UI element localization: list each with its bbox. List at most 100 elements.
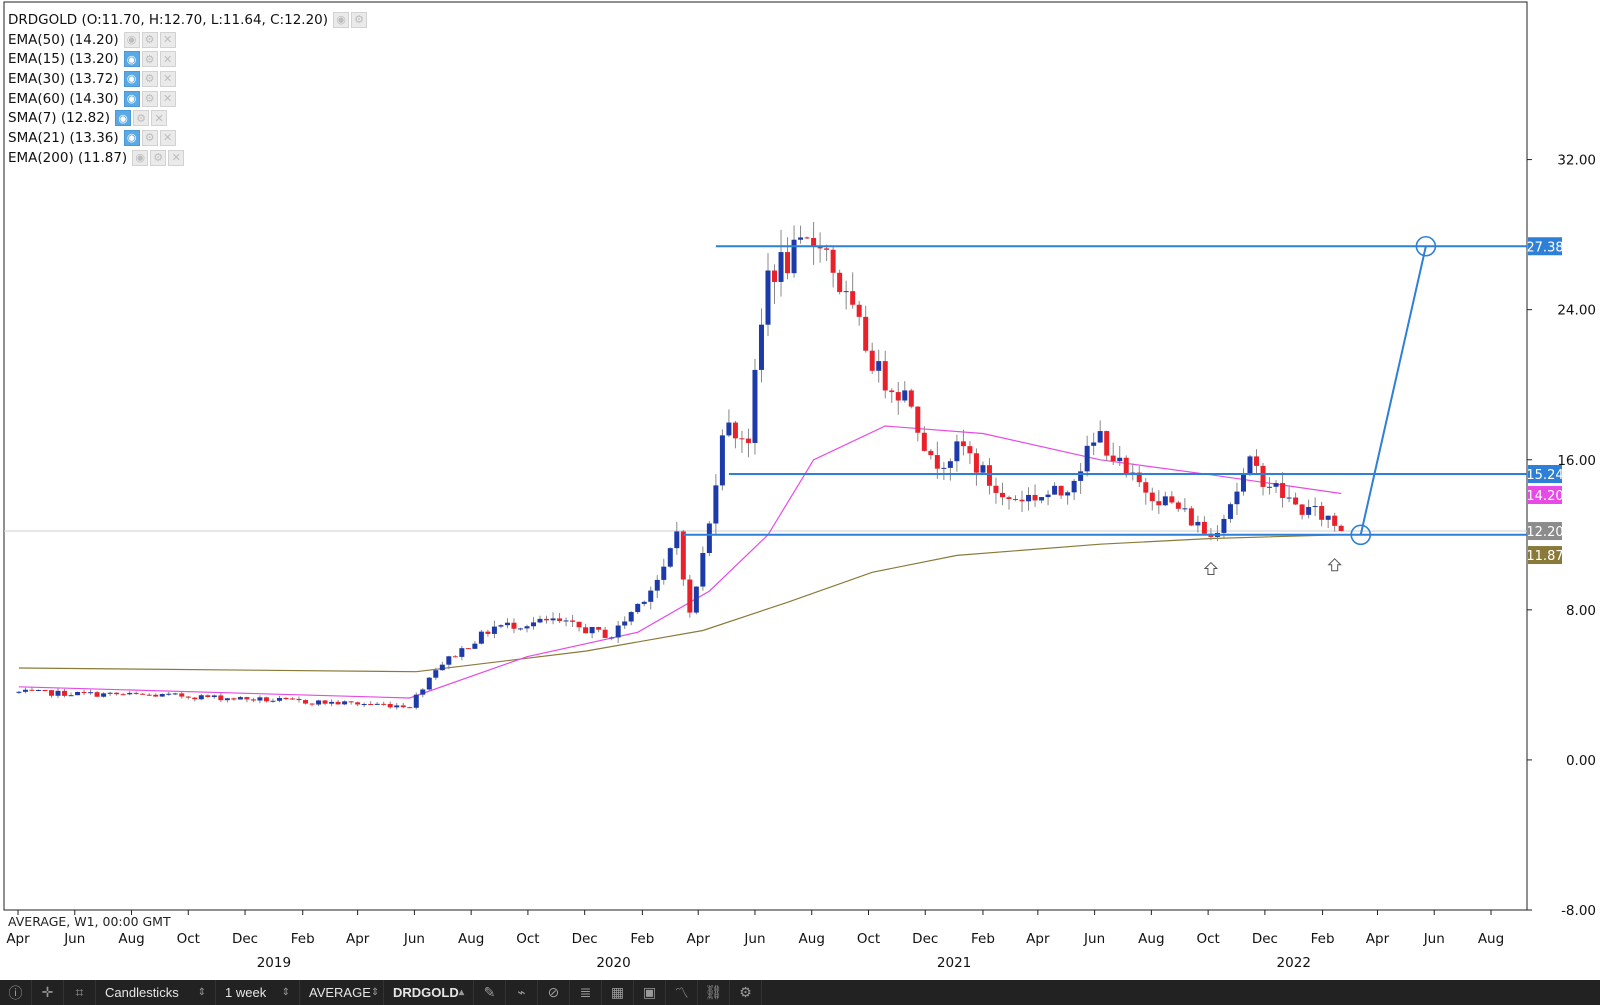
chart-footnote: AVERAGE, W1, 00:00 GMT — [8, 914, 171, 929]
candle-body — [1097, 431, 1103, 443]
settings-icon[interactable]: ⚙ — [150, 149, 167, 166]
settings-icon[interactable]: ⚙ — [141, 90, 158, 107]
settings-icon[interactable]: ⚙ — [141, 31, 158, 48]
candle-body — [1091, 442, 1097, 446]
settings-icon[interactable]: ⚙ — [141, 129, 158, 146]
projection-start-handle[interactable] — [1350, 524, 1372, 546]
layout-icon[interactable]: ▦ — [602, 980, 634, 1005]
ema50-line-group — [18, 425, 1342, 699]
eye-icon[interactable]: ◉ — [123, 70, 140, 87]
legend-indicator-label: EMA(30) (13.72) — [8, 70, 119, 87]
close-icon[interactable]: ✕ — [159, 31, 176, 48]
close-icon[interactable]: ✕ — [159, 129, 176, 146]
candle-body — [1162, 496, 1168, 506]
candle-body — [1065, 492, 1071, 496]
chevron-up-icon: ▴ — [458, 987, 464, 998]
settings-icon[interactable]: ⚙ — [141, 51, 158, 68]
projection-end-handle[interactable] — [1415, 235, 1437, 257]
eye-icon[interactable]: ◉ — [115, 110, 132, 127]
candle-body — [296, 698, 302, 701]
line-chart-icon[interactable]: 〽 — [666, 980, 698, 1005]
candle-body — [1286, 497, 1292, 499]
candle-body — [224, 698, 230, 701]
candle-body — [1332, 515, 1338, 526]
x-year-label: 2020 — [596, 955, 630, 971]
candle-body — [902, 390, 908, 401]
settings-icon[interactable]: ⚙ — [730, 980, 762, 1005]
candle-body — [576, 621, 582, 628]
candle-body — [615, 625, 621, 638]
candle-body — [478, 631, 484, 644]
pencil-icon[interactable]: ✎ — [474, 980, 506, 1005]
symbol-select[interactable]: DRDGOLD ▴ — [384, 980, 474, 1005]
close-icon[interactable]: ✕ — [159, 70, 176, 87]
candle-body — [693, 586, 699, 613]
candle-body — [876, 361, 882, 371]
chart-type-select[interactable]: Candlesticks ⇕ — [96, 980, 216, 1005]
candle-body — [583, 627, 589, 634]
eye-icon[interactable]: ◉ — [333, 11, 350, 28]
x-tick-label: Apr — [1366, 931, 1390, 947]
candle-body — [1240, 473, 1246, 492]
candle-body — [850, 291, 856, 305]
crosshair-icon[interactable]: ✛ — [32, 980, 64, 1005]
candle-body — [915, 406, 921, 433]
candle-body — [1221, 518, 1227, 533]
info-icon[interactable]: ⓘ — [0, 980, 32, 1005]
candle-body — [1299, 504, 1305, 515]
price-badge — [1528, 546, 1562, 565]
close-icon[interactable]: ✕ — [168, 149, 185, 166]
select-arrows-icon: ⇕ — [197, 987, 206, 998]
interval-label: 1 week — [225, 985, 267, 1000]
candle-body — [1156, 501, 1162, 506]
candle-body — [921, 432, 927, 451]
hide-icon[interactable]: ⊘ — [538, 980, 570, 1005]
price-chart[interactable]: 32.00 24.00 16.00 8.00 0.00 -8.00 Apr Jun Aug Oc… — [0, 0, 1600, 980]
crop-icon[interactable]: ⌗ — [64, 980, 96, 1005]
price-type-select[interactable]: AVERAGE ⇕ — [300, 980, 384, 1005]
candle-body — [159, 694, 165, 697]
x-tick-label: Feb — [1311, 931, 1335, 947]
link-icon[interactable]: ⛓ — [698, 980, 730, 1005]
candle-body — [973, 453, 979, 473]
price-badge-label: 27.38 — [1526, 240, 1563, 255]
x-year-label: 2022 — [1277, 955, 1311, 971]
candle-body — [667, 548, 673, 567]
eye-icon[interactable]: ◉ — [123, 129, 140, 146]
eye-icon[interactable]: ◉ — [123, 31, 140, 48]
candle-body — [1058, 485, 1064, 496]
portfolio-icon[interactable]: ▣ — [634, 980, 666, 1005]
brush-icon[interactable]: ⌁ — [506, 980, 538, 1005]
x-tick-label: Dec — [572, 931, 598, 947]
x-tick-label: Feb — [291, 931, 315, 947]
settings-icon[interactable]: ⚙ — [133, 110, 150, 127]
price-badge-label: 15.24 — [1526, 468, 1563, 483]
price-type-label: AVERAGE — [309, 985, 371, 1000]
candle-body — [928, 450, 934, 456]
candle-body — [1247, 456, 1253, 474]
close-icon[interactable]: ✕ — [151, 110, 168, 127]
x-axis: Apr Jun Aug Oct Dec Feb Apr Jun Aug Oct Dec Feb Apr J… — [6, 910, 1504, 971]
legend-indicator-row: EMA(50) (14.20) ◉ ⚙ ✕ — [8, 30, 367, 50]
interval-select[interactable]: 1 week ⇕ — [216, 980, 300, 1005]
eye-icon[interactable]: ◉ — [132, 149, 149, 166]
x-tick-label: Apr — [6, 931, 30, 947]
eye-icon[interactable]: ◉ — [123, 51, 140, 68]
candle-body — [1110, 455, 1116, 462]
settings-icon[interactable]: ⚙ — [141, 70, 158, 87]
close-icon[interactable]: ✕ — [159, 90, 176, 107]
candle-body — [1071, 480, 1077, 493]
indicators-icon[interactable]: ≣ — [570, 980, 602, 1005]
candle-body — [355, 702, 361, 705]
legend-indicator-label: EMA(60) (14.30) — [8, 90, 119, 107]
projection-line[interactable] — [1359, 246, 1427, 536]
candle-body — [244, 697, 250, 700]
eye-icon[interactable]: ◉ — [123, 90, 140, 107]
candle-body — [1019, 499, 1025, 502]
drawings-group[interactable] — [683, 235, 1527, 576]
settings-icon[interactable]: ⚙ — [351, 11, 368, 28]
close-icon[interactable]: ✕ — [159, 51, 176, 68]
candle-body — [798, 237, 804, 240]
candle-body — [785, 252, 791, 274]
candle-body — [824, 248, 830, 250]
